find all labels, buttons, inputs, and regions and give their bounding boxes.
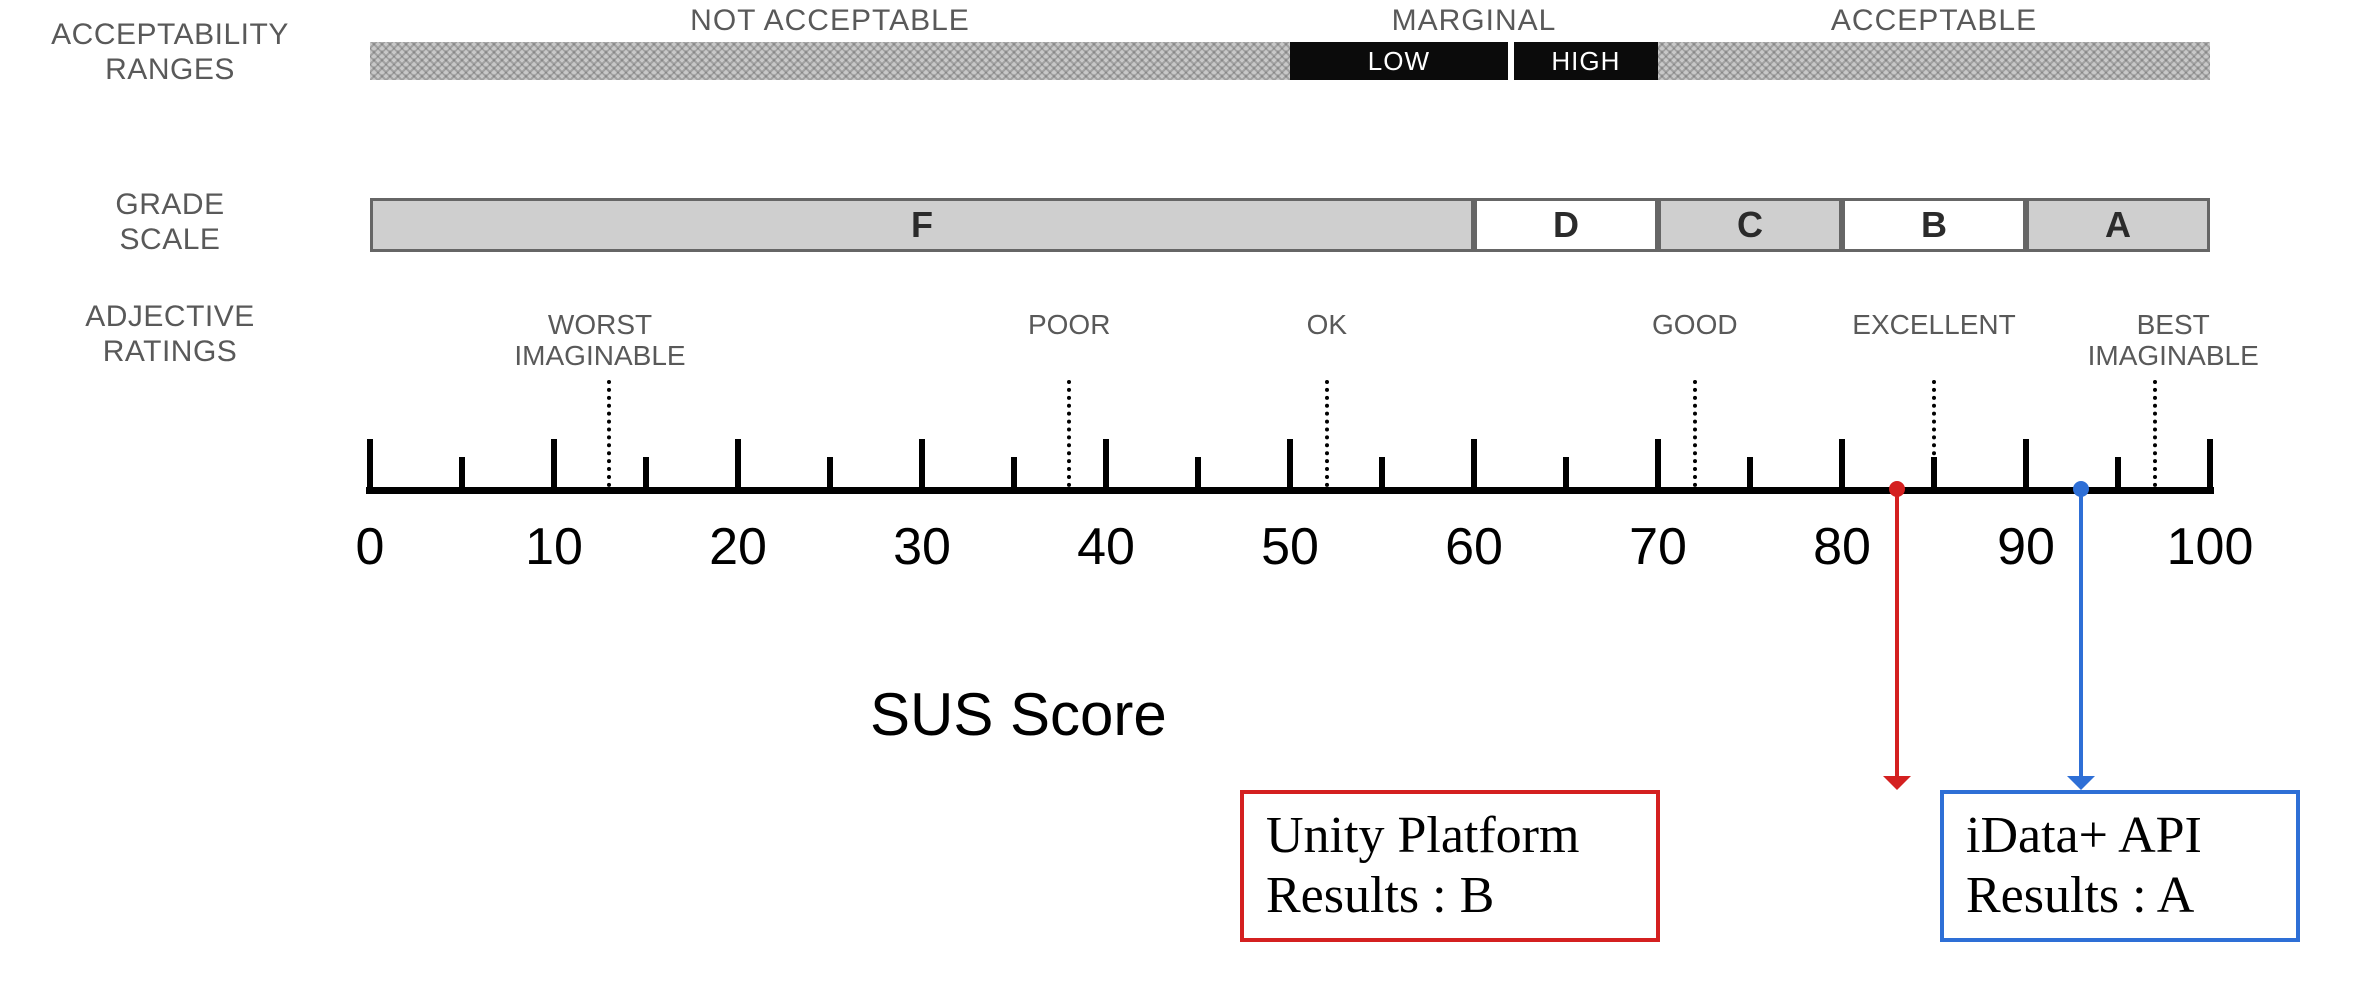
grade-seg-b: B (1842, 198, 2026, 252)
result-box-idata: iData+ API Results : A (1940, 790, 2300, 942)
result-box-unity: Unity Platform Results : B (1240, 790, 1660, 942)
row-label-adjective: ADJECTIVE RATINGS (0, 300, 340, 369)
adj-label-3: OK (1197, 310, 1457, 341)
adj-dotted-1 (1067, 380, 1071, 487)
axis-num-0: 0 (310, 517, 430, 577)
axis-num-70: 70 (1598, 517, 1718, 577)
adj-label-4: GOOD (1565, 310, 1825, 341)
adj-dotted-3 (1693, 380, 1697, 487)
axis-num-10: 10 (494, 517, 614, 577)
grade-seg-f: F (370, 198, 1474, 252)
axis-major-tick (2207, 439, 2213, 494)
acceptability-marginal-low: LOW (1290, 42, 1508, 80)
result-arrow-unity (1883, 776, 1911, 790)
axis-major-tick (367, 439, 373, 494)
result-line-idata (2079, 491, 2083, 776)
axis-num-20: 20 (678, 517, 798, 577)
acceptability-seg-0 (370, 42, 1290, 80)
axis-num-50: 50 (1230, 517, 1350, 577)
axis-minor-tick (827, 457, 833, 494)
axis-num-90: 90 (1966, 517, 2086, 577)
axis-num-60: 60 (1414, 517, 1534, 577)
grade-seg-a: A (2026, 198, 2210, 252)
grade-seg-d: D (1474, 198, 1658, 252)
axis-minor-tick (643, 457, 649, 494)
axis-minor-tick (1195, 457, 1201, 494)
axis-num-80: 80 (1782, 517, 1902, 577)
axis-minor-tick (1011, 457, 1017, 494)
adj-label-6: BEST IMAGINABLE (2043, 310, 2303, 372)
acceptability-caption-2: ACCEPTABLE (1734, 4, 2134, 38)
acceptability-seg-3 (1658, 42, 2210, 80)
row-label-grade: GRADE SCALE (0, 188, 340, 257)
axis-major-tick (919, 439, 925, 494)
result-line-unity (1895, 491, 1899, 776)
axis-minor-tick (1747, 457, 1753, 494)
adj-label-5: EXCELLENT (1804, 310, 2064, 341)
grade-seg-c: C (1658, 198, 1842, 252)
result-arrow-idata (2067, 776, 2095, 790)
axis-major-tick (1287, 439, 1293, 494)
axis-major-tick (1471, 439, 1477, 494)
axis-num-100: 100 (2150, 517, 2270, 577)
axis-major-tick (2023, 439, 2029, 494)
axis-major-tick (735, 439, 741, 494)
axis-major-tick (551, 439, 557, 494)
axis-minor-tick (459, 457, 465, 494)
axis-minor-tick (1379, 457, 1385, 494)
sus-scale-figure: ACCEPTABILITY RANGES GRADE SCALE ADJECTI… (0, 0, 2380, 1002)
acceptability-caption-0: NOT ACCEPTABLE (630, 4, 1030, 38)
adj-dotted-5 (2153, 380, 2157, 487)
adj-label-2: POOR (939, 310, 1199, 341)
adj-label-0: WORST IMAGINABLE (470, 310, 730, 372)
row-label-acceptability: ACCEPTABILITY RANGES (0, 18, 340, 87)
acceptability-marginal-high: HIGH (1514, 42, 1658, 80)
adj-dotted-2 (1325, 380, 1329, 487)
axis-minor-tick (1931, 457, 1937, 494)
axis-minor-tick (2115, 457, 2121, 494)
axis-title: SUS Score (870, 680, 1167, 749)
acceptability-caption-1: MARGINAL (1274, 4, 1674, 38)
axis-major-tick (1103, 439, 1109, 494)
axis-num-30: 30 (862, 517, 982, 577)
axis-major-tick (1839, 439, 1845, 494)
axis-major-tick (1655, 439, 1661, 494)
axis-minor-tick (1563, 457, 1569, 494)
adj-dotted-0 (607, 380, 611, 487)
axis-num-40: 40 (1046, 517, 1166, 577)
